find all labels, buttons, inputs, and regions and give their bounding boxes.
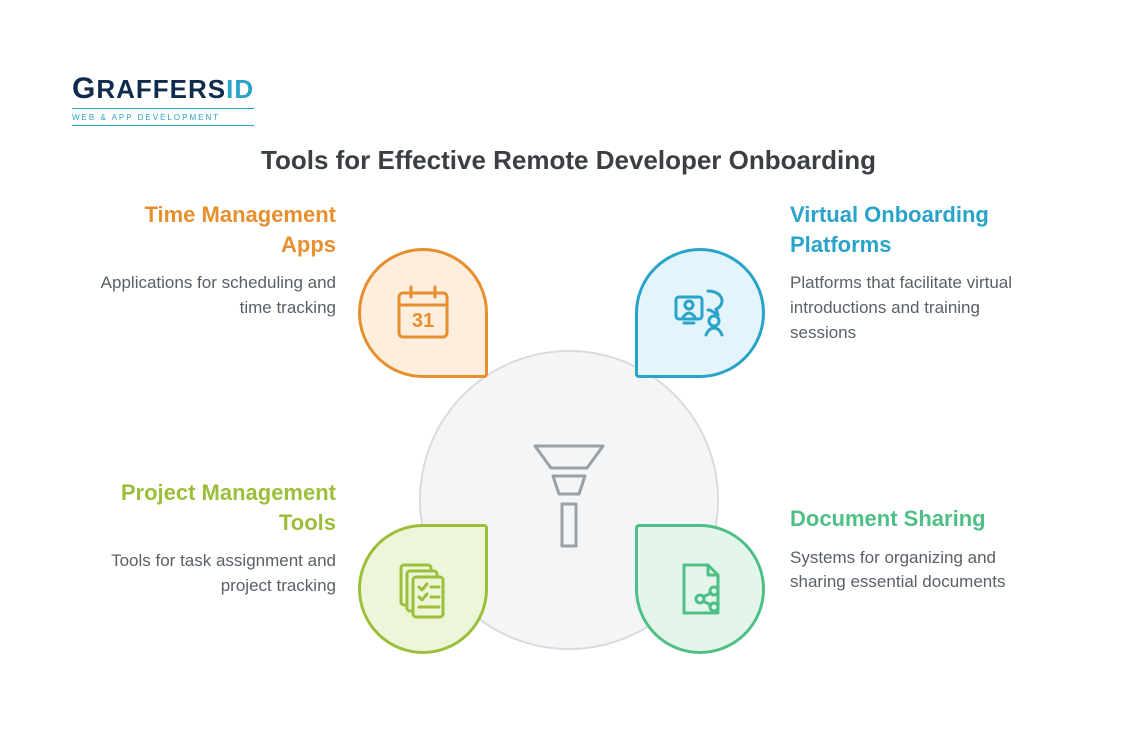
- calendar-icon: 31: [393, 283, 453, 343]
- desc-document-sharing: Systems for organizing and sharing essen…: [790, 546, 1030, 595]
- heading-virtual-onboarding: Virtual Onboarding Platforms: [790, 200, 1030, 259]
- funnel-icon: [529, 440, 609, 560]
- brand-logo: GRAFFERSID WEB & APP DEVELOPMENT: [72, 72, 254, 126]
- petal-project-management: [358, 524, 488, 654]
- brand-name: GRAFFERSID: [72, 72, 254, 106]
- heading-document-sharing: Document Sharing: [790, 504, 1030, 534]
- petal-document-sharing: [635, 524, 765, 654]
- heading-time-management: Time Management Apps: [96, 200, 336, 259]
- infographic-page: GRAFFERSID WEB & APP DEVELOPMENT Tools f…: [0, 0, 1137, 748]
- block-project-management: Project Management Tools Tools for task …: [96, 478, 336, 599]
- brand-right: ID: [226, 74, 254, 104]
- virtual-meeting-icon: [670, 283, 730, 343]
- checklist-icon: [393, 559, 453, 619]
- block-time-management: Time Management Apps Applications for sc…: [96, 200, 336, 321]
- petal-time-management: 31: [358, 248, 488, 378]
- block-document-sharing: Document Sharing Systems for organizing …: [790, 504, 1030, 595]
- document-share-icon: [670, 559, 730, 619]
- block-virtual-onboarding: Virtual Onboarding Platforms Platforms t…: [790, 200, 1030, 345]
- petal-virtual-onboarding: [635, 248, 765, 378]
- main-title: Tools for Effective Remote Developer Onb…: [0, 145, 1137, 176]
- brand-left: RAFFERS: [96, 74, 226, 104]
- heading-project-management: Project Management Tools: [96, 478, 336, 537]
- desc-virtual-onboarding: Platforms that facilitate virtual introd…: [790, 271, 1030, 345]
- desc-time-management: Applications for scheduling and time tra…: [96, 271, 336, 320]
- brand-tagline: WEB & APP DEVELOPMENT: [72, 108, 254, 126]
- svg-text:31: 31: [412, 310, 434, 332]
- desc-project-management: Tools for task assignment and project tr…: [96, 549, 336, 598]
